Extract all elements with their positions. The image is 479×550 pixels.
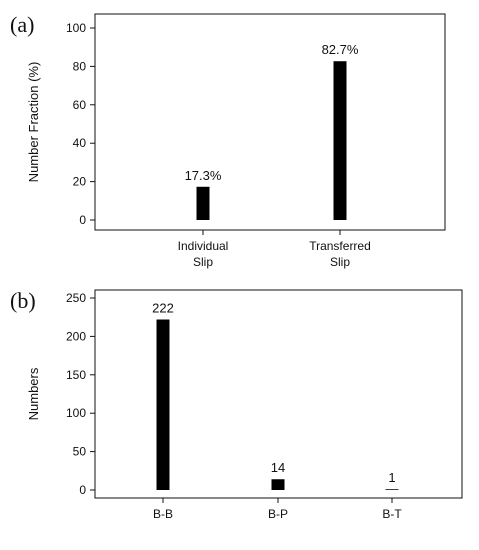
panel-b-y-tick-label: 250: [66, 291, 86, 305]
panel-a-data-label: 82.7%: [322, 42, 359, 57]
panel-b-label: (b): [10, 288, 36, 313]
panel-a-y-tick-label: 100: [66, 21, 86, 35]
panel-a-y-axis-title: Number Fraction (%): [26, 62, 41, 183]
panel-a-y-tick-label: 60: [73, 98, 87, 112]
panel-a-y-tick-label: 20: [73, 175, 87, 189]
panel-a-y-tick-label: 40: [73, 136, 87, 150]
panel-b-data-label: 222: [152, 301, 174, 316]
panel-a-y-tick-label: 0: [79, 213, 86, 227]
panel-b-y-axis-title: Numbers: [26, 367, 41, 420]
panel-b-y-tick-label: 50: [73, 445, 87, 459]
panel-b-y-tick-label: 200: [66, 329, 86, 343]
panel-b-y-tick-label: 150: [66, 368, 86, 382]
panel-a-plot-frame: [94, 13, 446, 231]
panel-a-y-tick-label: 80: [73, 59, 87, 73]
panel-a-x-tick-label: Individual: [178, 239, 229, 253]
panel-a-label: (a): [10, 12, 34, 37]
panel-a-x-tick-label: Slip: [193, 255, 213, 269]
panel-a-bar: [333, 61, 347, 220]
panel-b-bar: [385, 489, 399, 490]
panel-b-x-tick-label: B-B: [153, 507, 173, 521]
panel-a-x-tick-label: Transferred: [309, 239, 371, 253]
panel-b-y-tick-label: 0: [79, 483, 86, 497]
panel-b-data-label: 1: [388, 470, 395, 485]
panel-a-data-label: 17.3%: [185, 168, 222, 183]
panel-a-bar: [196, 186, 210, 220]
panel-b-bar: [156, 319, 170, 490]
panel-b-y-tick-label: 100: [66, 406, 86, 420]
panel-b-data-label: 14: [271, 460, 285, 475]
panel-b-x-tick-label: B-P: [268, 507, 288, 521]
panel-b-x-tick-label: B-T: [382, 507, 402, 521]
panel-b-bar: [271, 479, 285, 490]
panel-a-x-tick-label: Slip: [330, 255, 350, 269]
